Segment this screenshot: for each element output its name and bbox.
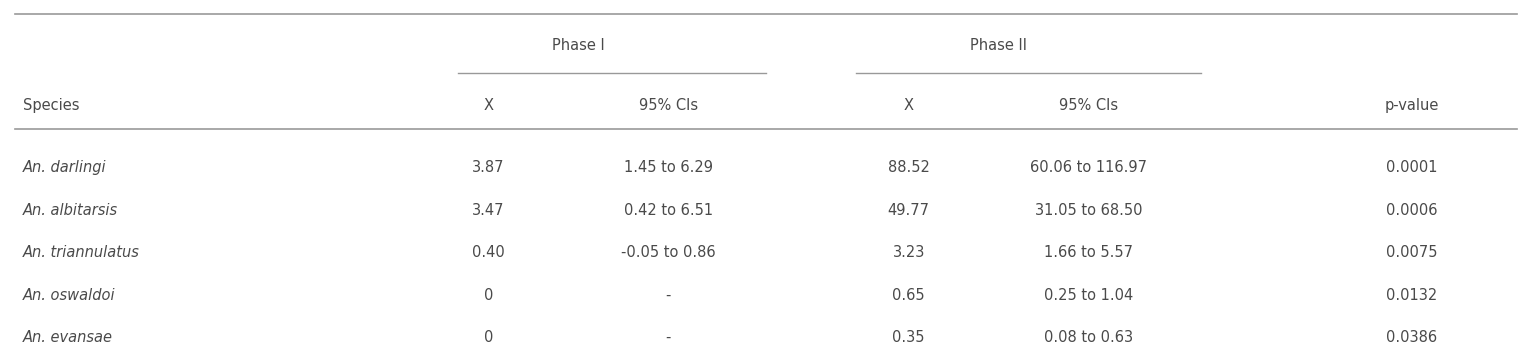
Text: 0.0006: 0.0006 <box>1386 203 1437 218</box>
Text: -: - <box>666 330 671 345</box>
Text: X: X <box>904 98 913 113</box>
Text: 1.45 to 6.29: 1.45 to 6.29 <box>624 161 712 175</box>
Text: 1.66 to 5.57: 1.66 to 5.57 <box>1045 245 1134 260</box>
Text: 95% CIs: 95% CIs <box>639 98 699 113</box>
Text: An. evansae: An. evansae <box>23 330 113 345</box>
Text: 49.77: 49.77 <box>887 203 930 218</box>
Text: 0.0075: 0.0075 <box>1386 245 1437 260</box>
Text: 0.35: 0.35 <box>892 330 925 345</box>
Text: 0.0132: 0.0132 <box>1386 288 1437 302</box>
Text: 0.0001: 0.0001 <box>1386 161 1437 175</box>
Text: An. darlingi: An. darlingi <box>23 161 106 175</box>
Text: 0.25 to 1.04: 0.25 to 1.04 <box>1045 288 1134 302</box>
Text: -0.05 to 0.86: -0.05 to 0.86 <box>620 245 715 260</box>
Text: 0.42 to 6.51: 0.42 to 6.51 <box>624 203 712 218</box>
Text: 95% CIs: 95% CIs <box>1059 98 1118 113</box>
Text: Phase II: Phase II <box>970 38 1028 53</box>
Text: An. albitarsis: An. albitarsis <box>23 203 118 218</box>
Text: X: X <box>483 98 493 113</box>
Text: 0.65: 0.65 <box>892 288 925 302</box>
Text: 3.23: 3.23 <box>893 245 925 260</box>
Text: -: - <box>666 288 671 302</box>
Text: Species: Species <box>23 98 80 113</box>
Text: 60.06 to 116.97: 60.06 to 116.97 <box>1031 161 1147 175</box>
Text: 3.87: 3.87 <box>472 161 504 175</box>
Text: An. oswaldoi: An. oswaldoi <box>23 288 115 302</box>
Text: 3.47: 3.47 <box>472 203 504 218</box>
Text: 88.52: 88.52 <box>887 161 930 175</box>
Text: 31.05 to 68.50: 31.05 to 68.50 <box>1036 203 1143 218</box>
Text: An. triannulatus: An. triannulatus <box>23 245 139 260</box>
Text: 0: 0 <box>484 288 493 302</box>
Text: 0: 0 <box>484 330 493 345</box>
Text: Phase I: Phase I <box>552 38 605 53</box>
Text: 0.0386: 0.0386 <box>1386 330 1437 345</box>
Text: 0.40: 0.40 <box>472 245 504 260</box>
Text: p-value: p-value <box>1385 98 1439 113</box>
Text: 0.08 to 0.63: 0.08 to 0.63 <box>1045 330 1134 345</box>
